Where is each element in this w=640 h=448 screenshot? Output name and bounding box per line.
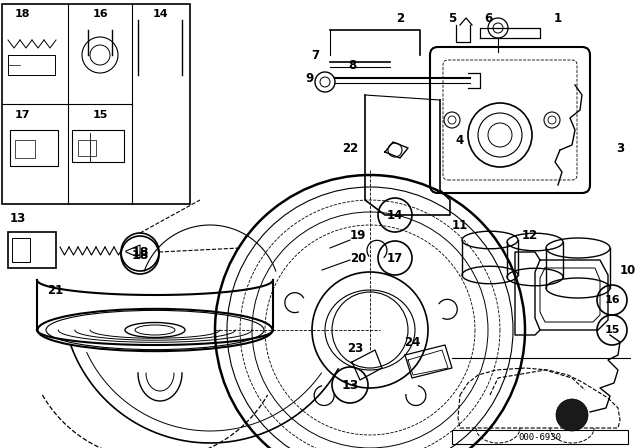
- Text: 18: 18: [131, 246, 148, 258]
- Text: 17: 17: [387, 251, 403, 264]
- Text: 16: 16: [604, 295, 620, 305]
- Text: 7: 7: [311, 48, 319, 61]
- Circle shape: [556, 399, 588, 431]
- Text: 16: 16: [92, 9, 108, 19]
- Bar: [72, 130, 124, 162]
- Text: 13: 13: [341, 379, 358, 392]
- Text: 21: 21: [47, 284, 63, 297]
- Text: 14: 14: [387, 208, 403, 221]
- Text: 18: 18: [14, 9, 29, 19]
- Text: 24: 24: [404, 336, 420, 349]
- Bar: [12, 238, 30, 262]
- Bar: [10, 130, 58, 166]
- Text: 8: 8: [348, 59, 356, 72]
- Ellipse shape: [325, 290, 415, 370]
- Text: 6: 6: [484, 12, 492, 25]
- Text: 22: 22: [342, 142, 358, 155]
- Bar: [8, 232, 56, 268]
- Text: 9: 9: [306, 72, 314, 85]
- Bar: [78, 140, 96, 156]
- Text: 23: 23: [347, 341, 363, 354]
- Bar: [452, 430, 628, 444]
- Text: 15: 15: [92, 110, 108, 120]
- Bar: [2, 4, 190, 204]
- Text: 12: 12: [522, 228, 538, 241]
- Bar: [15, 140, 35, 158]
- Text: 18: 18: [131, 249, 148, 262]
- Text: 11: 11: [452, 219, 468, 232]
- Text: 17: 17: [14, 110, 29, 120]
- Text: 3: 3: [616, 142, 624, 155]
- Text: 000-6930: 000-6930: [518, 432, 561, 441]
- Text: 10: 10: [620, 263, 636, 276]
- Text: 19: 19: [350, 228, 366, 241]
- Text: 20: 20: [350, 251, 366, 264]
- Text: 15: 15: [604, 325, 620, 335]
- Text: 13: 13: [10, 211, 26, 224]
- Text: 4: 4: [456, 134, 464, 146]
- Text: 5: 5: [448, 12, 456, 25]
- Text: 2: 2: [396, 12, 404, 25]
- Text: 14: 14: [152, 9, 168, 19]
- Text: 1: 1: [554, 12, 562, 25]
